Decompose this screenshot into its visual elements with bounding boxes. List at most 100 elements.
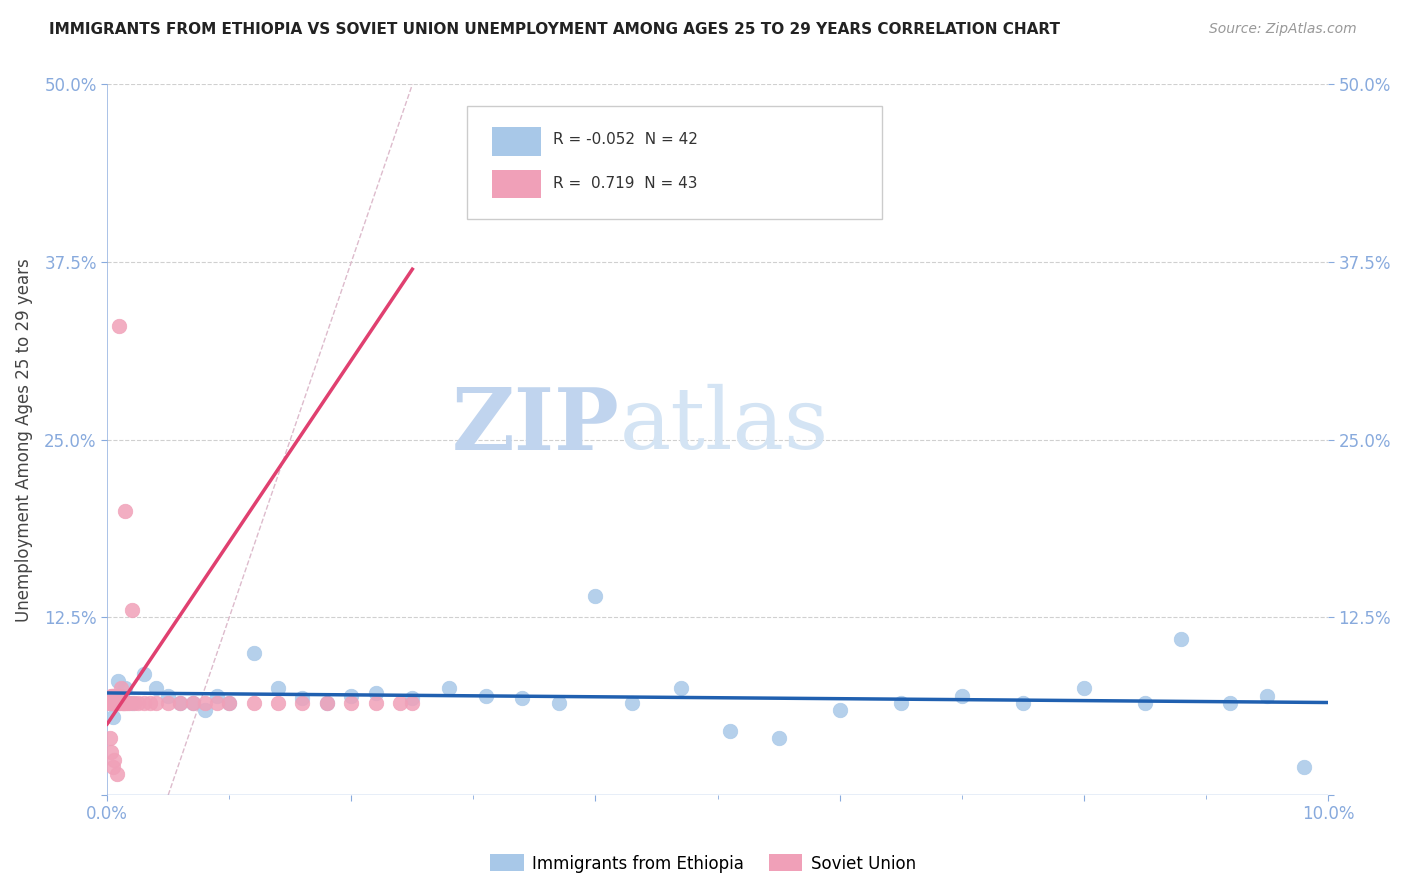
Point (1133, 696, 1156, 710)
Text: R = -0.052  N = 42: R = -0.052 N = 42 (553, 132, 697, 147)
Point (890, 696, 912, 710)
Point (127, 696, 149, 710)
Point (103, 759, 125, 773)
Point (194, 703, 217, 717)
Point (104, 689, 127, 703)
Point (474, 689, 496, 703)
Point (114, 681, 136, 696)
Point (104, 696, 127, 710)
Point (108, 689, 131, 703)
Point (101, 696, 124, 710)
Point (1170, 632, 1192, 646)
Point (103, 696, 125, 710)
Point (437, 681, 460, 696)
Point (108, 696, 131, 710)
Point (110, 681, 132, 696)
Point (107, 696, 129, 710)
Point (181, 696, 204, 710)
Point (1011, 696, 1033, 710)
Point (267, 696, 290, 710)
FancyBboxPatch shape (492, 127, 540, 155)
Point (1256, 689, 1278, 703)
Point (114, 504, 136, 518)
Point (194, 696, 217, 710)
Legend: Immigrants from Ethiopia, Soviet Union: Immigrants from Ethiopia, Soviet Union (484, 847, 922, 880)
Text: Source: ZipAtlas.com: Source: ZipAtlas.com (1209, 22, 1357, 37)
Point (105, 696, 128, 710)
Point (1292, 759, 1315, 773)
Point (585, 589, 607, 603)
Point (100, 689, 122, 703)
Point (291, 691, 314, 706)
Text: IMMIGRANTS FROM ETHIOPIA VS SOVIET UNION UNEMPLOYMENT AMONG AGES 25 TO 29 YEARS : IMMIGRANTS FROM ETHIOPIA VS SOVIET UNION… (49, 22, 1060, 37)
Point (101, 689, 124, 703)
Point (103, 689, 125, 703)
Point (103, 710, 125, 724)
Point (768, 731, 790, 746)
Point (105, 689, 128, 703)
Point (103, 752, 125, 766)
Point (145, 681, 167, 696)
Point (118, 696, 141, 710)
Point (401, 691, 423, 706)
Point (97, 696, 120, 710)
Point (242, 646, 264, 660)
Point (98, 696, 121, 710)
Point (108, 696, 131, 710)
FancyBboxPatch shape (492, 169, 540, 198)
Point (157, 689, 180, 703)
Point (111, 689, 134, 703)
Point (145, 696, 167, 710)
Point (112, 696, 135, 710)
Point (621, 696, 644, 710)
Point (218, 696, 240, 710)
Point (669, 681, 692, 696)
Text: R =  0.719  N = 43: R = 0.719 N = 43 (553, 177, 697, 192)
Point (401, 696, 423, 710)
Point (132, 667, 155, 681)
Point (205, 696, 228, 710)
Point (169, 696, 191, 710)
Text: ZIP: ZIP (453, 384, 620, 467)
Point (316, 696, 339, 710)
Point (547, 696, 569, 710)
Point (122, 696, 145, 710)
Point (107, 674, 129, 689)
Point (132, 696, 155, 710)
Point (169, 696, 191, 710)
Point (718, 724, 741, 739)
Point (828, 703, 851, 717)
Point (205, 689, 228, 703)
Text: atlas: atlas (620, 384, 830, 467)
Point (121, 696, 143, 710)
Point (105, 766, 128, 780)
Point (389, 696, 412, 710)
Point (291, 696, 314, 710)
Point (316, 696, 339, 710)
Point (242, 696, 264, 710)
Point (114, 696, 136, 710)
Point (98, 731, 121, 746)
Point (104, 689, 127, 703)
Point (510, 691, 533, 706)
Point (364, 696, 387, 710)
Point (218, 696, 240, 710)
Point (139, 696, 162, 710)
Point (111, 696, 134, 710)
Point (267, 681, 290, 696)
Point (1073, 681, 1095, 696)
Point (1219, 696, 1241, 710)
Point (181, 696, 204, 710)
Point (340, 689, 363, 703)
Y-axis label: Unemployment Among Ages 25 to 29 years: Unemployment Among Ages 25 to 29 years (15, 258, 32, 622)
Point (100, 696, 122, 710)
Point (950, 689, 973, 703)
FancyBboxPatch shape (467, 106, 883, 219)
Point (100, 696, 122, 710)
Point (364, 686, 387, 700)
Point (340, 696, 363, 710)
Point (111, 696, 134, 710)
Point (115, 696, 138, 710)
Point (103, 696, 125, 710)
Point (108, 319, 131, 334)
